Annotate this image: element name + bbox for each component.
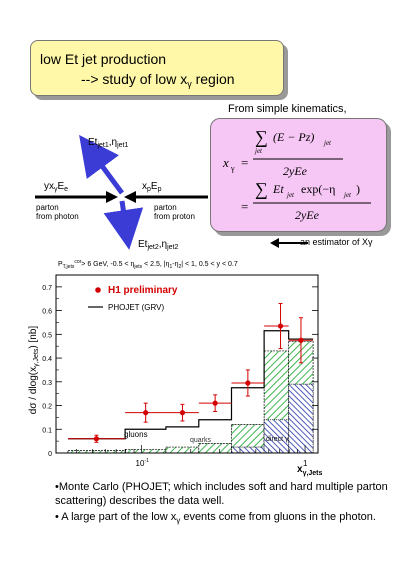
formula-num2-a-sub: jet: [286, 191, 295, 199]
quarks-region-label: quarks: [190, 437, 212, 444]
jet2-arrow: [103, 200, 144, 250]
formula-eq2: =: [241, 199, 248, 214]
proton-desc1: parton: [154, 203, 177, 212]
formula-den2: 2yEe: [295, 208, 320, 222]
x-tick-label-0.1: 10: [136, 459, 145, 468]
formula-eq1: =: [241, 155, 248, 170]
title-box: low Et jet production --> study of low x…: [30, 40, 284, 96]
y-tick-label-6: 0.6: [42, 309, 52, 316]
x-tick-label-0.1-exp: -1: [145, 458, 150, 464]
quark-bin-6: [288, 341, 314, 454]
y-tick-label-3: 0.3: [42, 380, 52, 387]
kinematics-note: From simple kinematics,: [228, 103, 347, 115]
photon-parton-arrowhead: [106, 191, 118, 203]
photon-desc1: parton: [36, 203, 59, 212]
x-axis-label: xγ,Jets: [297, 464, 323, 477]
x-tick-label-1: 1: [303, 459, 308, 468]
y-tick-label-5: 0.5: [42, 332, 52, 339]
h1-data-point-2: [179, 410, 186, 416]
formula-num1: (E − Pz): [273, 130, 314, 144]
quark-bin-2: [165, 446, 200, 454]
y-tick-label-4: 0.4: [42, 356, 52, 363]
direct-bin-6: [288, 383, 314, 454]
formula-sum2: ∑: [255, 179, 268, 199]
estimator-label: an estimator of Xγ: [300, 237, 373, 247]
y-axis-label: dσ / dlog(xγ,Jets) [nb]: [28, 326, 40, 415]
direct-bin-5: [263, 419, 290, 454]
y-tick-label-2: 0.2: [42, 404, 52, 411]
jet2-label: Etjet2,ηjet2: [138, 239, 178, 251]
quark-bin-4: [231, 424, 265, 454]
footer-notes: •Monte Carlo (PHOJET; which includes sof…: [55, 480, 395, 530]
proton-parton-label: xpEp: [142, 181, 162, 193]
formula-lhs: x: [222, 155, 229, 170]
y-tick-label-1: 0.1: [42, 427, 52, 434]
formula-sum1-sub: jet: [254, 147, 263, 155]
direct-region-label: direct γ: [266, 436, 289, 443]
gluons-region-label: gluons: [124, 430, 148, 439]
phojet-total-histogram: [67, 330, 314, 440]
quark-bin-1: [124, 449, 167, 454]
formula-num2-b-sub: jet: [343, 191, 352, 199]
estimator-arrow: [270, 238, 308, 248]
footer-note-2: • A large part of the low xγ events come…: [55, 511, 376, 525]
photon-desc2: from photon: [36, 212, 79, 221]
photon-parton-label: yxγEe: [44, 181, 68, 193]
h1-data-point-3: [212, 400, 218, 406]
h1-data-point-5: [277, 323, 284, 329]
cuts-text: PT,jetscor> 6 GeV, -0.5 < ηjets < 2.5, |…: [58, 259, 238, 270]
jet1-arrow: [79, 135, 125, 195]
formula-num2-a: Et: [272, 182, 284, 196]
quark-bin-3: [198, 443, 232, 454]
h1-data-point-4: [245, 380, 251, 386]
y-tick-label-7: 0.7: [42, 285, 52, 292]
y-tick-label-0: 0: [48, 451, 52, 458]
legend-phojet-label: PHOJET (GRV): [108, 303, 164, 312]
quark-bin-0: [67, 450, 126, 454]
h1-data-point-0: [93, 436, 100, 442]
footer-note-1: •Monte Carlo (PHOJET; which includes sof…: [55, 481, 388, 507]
quark-bin-5: [263, 350, 290, 454]
title-line2: --> study of low xγ region: [81, 71, 235, 89]
legend-h1-label: H1 preliminary: [108, 285, 178, 296]
proton-desc2: from proton: [154, 212, 195, 221]
formula-den1: 2yEe: [283, 164, 308, 178]
direct-bin-4: [231, 446, 265, 454]
jet1-label: Etjet1,ηjet1: [88, 137, 128, 149]
formula-svg: x γ = ∑ jet (E − Pz) jet 2yEe = ∑ Et jet…: [222, 127, 371, 222]
proton-parton-arrowhead: [124, 191, 136, 203]
h1-data-point-6: [298, 337, 304, 343]
formula-num2-c: ): [356, 182, 360, 196]
title-line1: low Et jet production: [40, 51, 167, 67]
legend-h1-marker: [95, 287, 101, 293]
formula-sum1: ∑: [255, 127, 268, 147]
formula-num2-b: exp(−η: [301, 182, 335, 196]
formula-box: x γ = ∑ jet (E − Pz) jet 2yEe = ∑ Et jet…: [210, 118, 387, 232]
h1-data-point-1: [143, 410, 149, 416]
plot-frame: [55, 274, 319, 454]
kinematics-diagram: Etjet1,ηjet1 Etjet2,ηjet2 yxγEe xpEp par…: [35, 135, 208, 251]
formula-lhs-sub: γ: [230, 164, 235, 173]
formula-num1-sub: jet: [323, 139, 332, 147]
